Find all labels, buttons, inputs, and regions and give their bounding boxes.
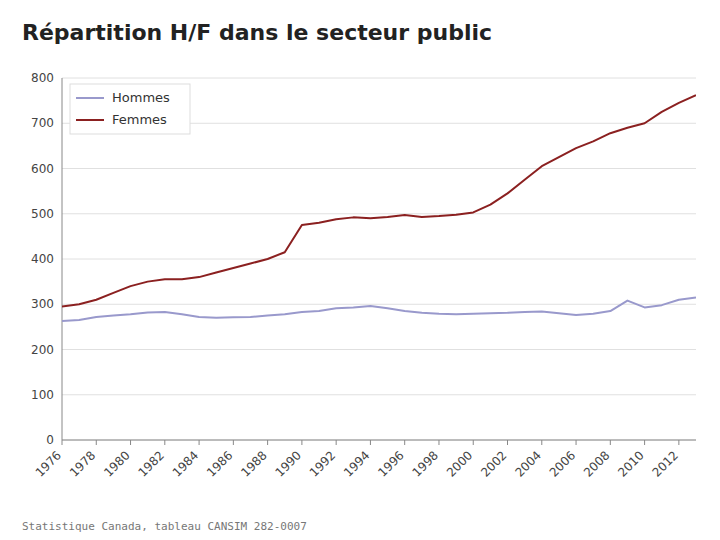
x-tick [438,440,439,445]
legend-swatch [76,97,104,99]
x-tick [370,440,371,445]
legend-label: Hommes [112,90,170,105]
x-tick [62,440,63,445]
y-tick-label: 200 [31,343,54,357]
x-tick-label: 2000 [444,448,475,479]
x-tick-label: 2008 [581,448,612,479]
x-tick-label: 1994 [341,448,372,479]
x-tick [507,440,508,445]
y-tick-label: 800 [31,71,54,85]
grid-line [62,349,696,350]
x-tick [678,440,679,445]
x-tick [130,440,131,445]
legend: Hommes Femmes [70,84,190,134]
grid-line [62,394,696,395]
y-tick-label: 400 [31,252,54,266]
y-tick-label: 100 [31,388,54,402]
x-tick [576,440,577,445]
chart: Répartition H/F dans le secteur public01… [0,0,720,540]
x-tick-label: 1982 [135,448,166,479]
x-tick-label: 1998 [410,448,441,479]
x-tick [610,440,611,445]
x-tick [267,440,268,445]
title: Répartition H/F dans le secteur public [22,20,492,45]
y-tick-label: 500 [31,207,54,221]
x-tick-label: 1992 [307,448,338,479]
x-tick [96,440,97,445]
x-tick [164,440,165,445]
x-tick [199,440,200,445]
x-tick-label: 2006 [547,448,578,479]
x-tick-label: 2012 [649,448,680,479]
x-tick-label: 1990 [273,448,304,479]
grid-line [62,213,696,214]
x-tick-label: 1988 [238,448,269,479]
y-tick-label: 700 [31,116,54,130]
x-tick-label: 2010 [615,448,646,479]
x-tick-label: 1976 [33,448,64,479]
x-tick-label: 1996 [375,448,406,479]
x-tick [644,440,645,445]
x-tick [541,440,542,445]
x-tick [233,440,234,445]
y-axis [62,78,63,440]
legend-box [70,84,190,134]
x-tick [473,440,474,445]
x-tick [301,440,302,445]
x-tick [404,440,405,445]
grid-line [62,168,696,169]
grid-line [62,78,696,79]
line [62,297,696,321]
x-tick-label: 1986 [204,448,235,479]
x-tick-label: 2004 [512,448,543,479]
x-tick-label: 1984 [170,448,201,479]
grid-line [62,304,696,305]
y-tick-label: 600 [31,162,54,176]
y-tick-label: 300 [31,297,54,311]
line [62,95,696,306]
legend-swatch [76,119,104,121]
x-axis [62,440,696,441]
x-tick-label: 1978 [67,448,98,479]
x-tick-label: 2002 [478,448,509,479]
subtitle: Statistique Canada, tableau CANSIM 282-0… [22,520,307,533]
grid-line [62,259,696,260]
y-tick-label: 0 [46,433,54,447]
x-tick-label: 1980 [101,448,132,479]
x-tick [336,440,337,445]
grid-line [62,440,696,441]
legend-label: Femmes [112,112,167,127]
